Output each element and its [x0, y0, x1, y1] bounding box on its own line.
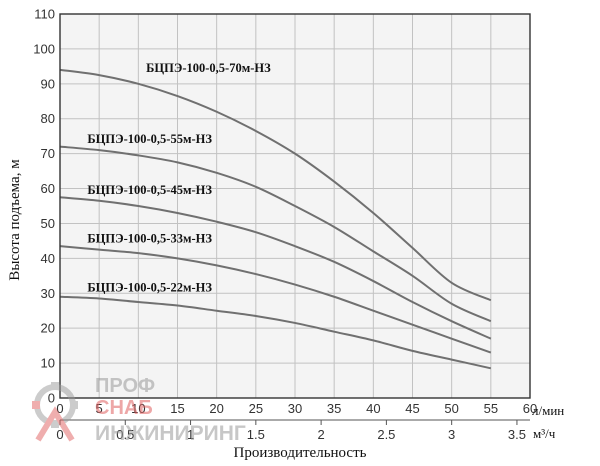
- y-tick-label: 30: [41, 286, 55, 301]
- secondary-x-tick-label: 1: [187, 427, 194, 442]
- series-line-1: [59, 68, 492, 302]
- curve-labels: БЦПЭ-100-0,5-70м-НЗ БЦПЭ-100-0,5-55м-НЗ БЦ…: [87, 61, 271, 295]
- series-label-1: БЦПЭ-100-0,5-70м-НЗ: [146, 61, 271, 75]
- y-tick-label: 40: [41, 251, 55, 266]
- watermark-line3: ИНЖИНИРИНГ: [95, 422, 246, 445]
- secondary-x-tick-label: 0.5: [116, 427, 134, 442]
- y-tick-label: 100: [33, 41, 55, 56]
- x-tick-label: 40: [366, 401, 380, 416]
- x-unit-secondary: м³/ч: [533, 426, 556, 441]
- y-tick-label: 90: [41, 76, 55, 91]
- x-tick-label: 0: [56, 401, 63, 416]
- x-tick-label: 25: [249, 401, 263, 416]
- y-tick-label: 80: [41, 111, 55, 126]
- watermark-line2: СНАБ: [95, 397, 153, 419]
- x-tick-label: 15: [170, 401, 184, 416]
- curves: [59, 68, 492, 370]
- x-tick-label: 55: [484, 401, 498, 416]
- gear-icon: [32, 382, 78, 442]
- plot-frame: [59, 13, 531, 399]
- secondary-x-tick-label: 0: [56, 427, 63, 442]
- series-line-2: [59, 145, 492, 323]
- x-tick-label: 60: [523, 401, 537, 416]
- series-line-5: [59, 295, 492, 370]
- y-tick-label: 10: [41, 356, 55, 371]
- series-line-3: [59, 196, 492, 340]
- series-label-2: БЦПЭ-100-0,5-55м-НЗ: [87, 132, 212, 146]
- y-tick-label: 20: [41, 321, 55, 336]
- series-label-3: БЦПЭ-100-0,5-45м-НЗ: [87, 183, 212, 197]
- y-tick-label: 110: [34, 7, 55, 22]
- secondary-x-tick-label: 2: [317, 427, 324, 442]
- x-tick-label: 45: [405, 401, 419, 416]
- y-tick-label: 70: [41, 146, 55, 161]
- y-tick-label: 60: [41, 181, 55, 196]
- watermark-logo: ПРОФ СНАБ ИНЖИНИРИНГ: [32, 375, 246, 445]
- x-tick-label: 20: [209, 401, 223, 416]
- secondary-x-tick-label: 3: [448, 427, 455, 442]
- series-label-5: БЦПЭ-100-0,5-22м-НЗ: [87, 281, 212, 295]
- x-axis-title: Производительность: [234, 445, 367, 461]
- y-axis-title: Высота подъема, м: [7, 159, 23, 281]
- y-tick-label: 50: [41, 216, 55, 231]
- series-line-4: [59, 245, 492, 354]
- x-unit-primary: л/мин: [532, 403, 564, 418]
- x-tick-label: 5: [96, 401, 103, 416]
- x-tick-label: 50: [444, 401, 458, 416]
- x-tick-label: 10: [131, 401, 145, 416]
- series-label-4: БЦПЭ-100-0,5-33м-НЗ: [87, 232, 212, 246]
- secondary-x-tick-label: 2.5: [377, 427, 395, 442]
- secondary-x-tick-label: 3.5: [508, 427, 526, 442]
- watermark-line1: ПРОФ: [95, 375, 155, 397]
- secondary-x-tick-label: 1.5: [247, 427, 265, 442]
- x-tick-label: 30: [288, 401, 302, 416]
- x-tick-label: 35: [327, 401, 341, 416]
- y-tick-label: 0: [48, 391, 55, 406]
